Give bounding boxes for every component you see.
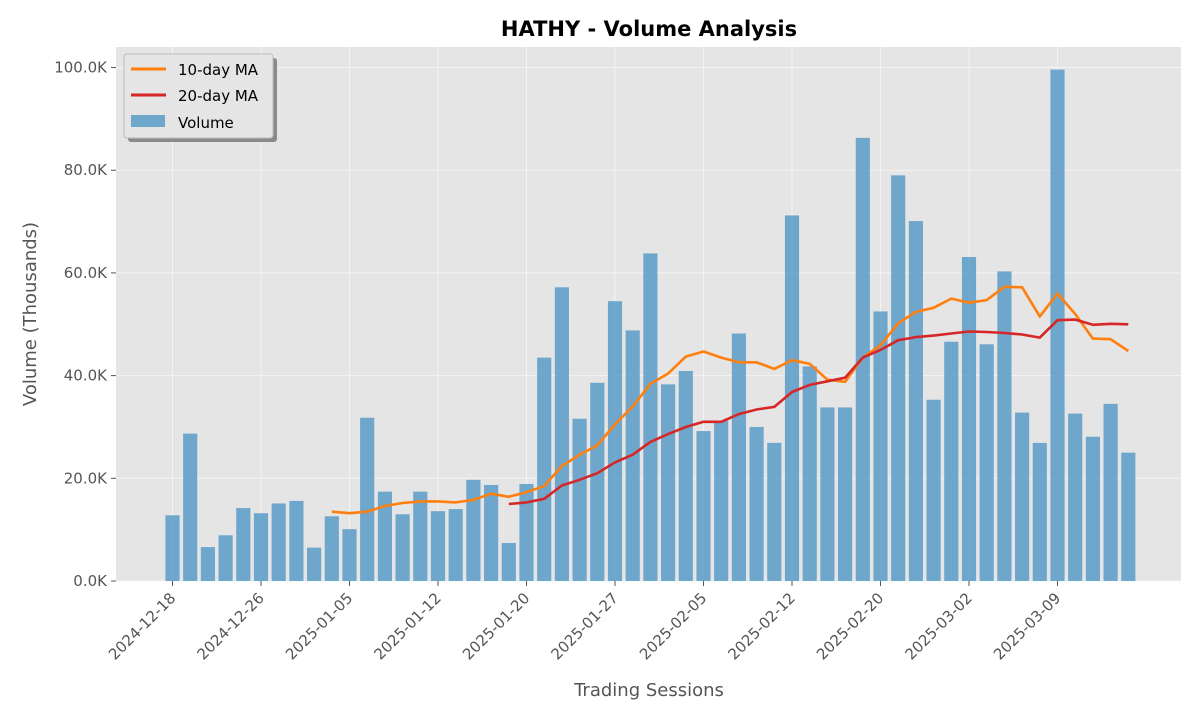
volume-bar xyxy=(519,483,534,581)
volume-bar xyxy=(1068,413,1083,581)
volume-bar xyxy=(430,511,446,581)
volume-bar xyxy=(271,503,286,581)
volume-bar xyxy=(342,529,357,581)
y-tick-label: 40.0K xyxy=(64,367,108,385)
volume-bar xyxy=(838,407,853,581)
x-tick-label: 2025-03-02 xyxy=(901,589,975,663)
volume-bar xyxy=(324,516,339,581)
volume-bar xyxy=(908,221,923,581)
volume-bar xyxy=(413,491,428,581)
volume-bar xyxy=(1103,403,1118,581)
volume-bar xyxy=(873,311,888,581)
volume-bar xyxy=(926,399,941,581)
chart-title: HATHY - Volume Analysis xyxy=(501,17,797,41)
ma10-line xyxy=(331,285,1130,515)
volume-bar xyxy=(165,515,180,581)
x-tick-label: 2024-12-26 xyxy=(193,589,267,663)
x-tick-label: 2025-01-12 xyxy=(370,589,444,663)
volume-bar xyxy=(448,509,463,581)
volume-bar xyxy=(784,215,800,581)
x-tick-label: 2025-02-20 xyxy=(813,589,887,663)
y-tick-label: 80.0K xyxy=(64,161,108,179)
volume-bar xyxy=(802,366,817,581)
ma20-line xyxy=(508,318,1129,506)
y-axis-ticks: 0.0K 20.0K 40.0K 60.0K 80.0K 100.0K xyxy=(54,59,116,590)
volume-bar xyxy=(1085,436,1100,581)
volume-bar xyxy=(961,257,977,581)
volume-bar xyxy=(395,514,410,581)
volume-bar xyxy=(537,357,552,581)
volume-bar xyxy=(820,407,835,581)
volume-bar xyxy=(377,491,392,581)
legend-label-volume: Volume xyxy=(178,114,234,132)
x-axis-ticks: 2024-12-18 2024-12-26 2025-01-05 2025-01-12… xyxy=(105,581,1064,663)
y-tick-label: 0.0K xyxy=(73,572,108,590)
volume-bar xyxy=(749,426,764,581)
volume-bar xyxy=(1050,69,1065,581)
legend: 10-day MA 20-day MA Volume xyxy=(123,53,277,142)
y-tick-label: 60.0K xyxy=(64,264,108,282)
x-tick-label: 2025-01-27 xyxy=(547,589,621,663)
volume-bar xyxy=(767,442,782,581)
volume-bar xyxy=(1121,452,1136,581)
x-tick-label: 2024-12-18 xyxy=(105,589,179,663)
legend-swatch-volume xyxy=(131,115,165,127)
volume-bar xyxy=(1015,412,1030,581)
volume-bar xyxy=(236,508,251,581)
volume-bar xyxy=(997,271,1012,581)
legend-label-20day: 20-day MA xyxy=(178,87,259,105)
x-tick-label: 2025-01-20 xyxy=(459,589,533,663)
volume-bar xyxy=(360,417,375,581)
volume-bar xyxy=(643,253,658,581)
volume-bar xyxy=(253,513,269,581)
volume-bar xyxy=(1032,442,1047,581)
volume-bar xyxy=(501,543,516,581)
volume-bar xyxy=(661,384,676,581)
y-tick-label: 20.0K xyxy=(64,469,108,487)
y-tick-label: 100.0K xyxy=(54,59,108,77)
volume-bar xyxy=(289,500,304,581)
volume-bar xyxy=(307,547,322,581)
volume-bar xyxy=(944,341,959,581)
volume-bar xyxy=(466,479,481,581)
x-tick-label: 2025-03-09 xyxy=(990,589,1064,663)
volume-bar xyxy=(714,420,729,581)
volume-bar xyxy=(218,535,233,581)
volume-bar xyxy=(590,382,605,581)
y-axis-label: Volume (Thousands) xyxy=(20,222,41,406)
volume-bars xyxy=(165,69,1136,581)
x-axis-label: Trading Sessions xyxy=(573,680,724,701)
volume-bar xyxy=(484,484,499,581)
volume-bar xyxy=(979,344,994,581)
volume-bar xyxy=(200,547,215,581)
volume-bar xyxy=(891,175,906,581)
volume-bar xyxy=(678,370,693,581)
x-tick-label: 2025-02-05 xyxy=(636,589,710,663)
volume-bar xyxy=(731,333,746,581)
legend-label-10day: 10-day MA xyxy=(178,61,259,79)
moving-average-lines xyxy=(331,285,1130,515)
volume-bar xyxy=(607,301,623,581)
volume-bar xyxy=(183,433,198,581)
volume-bar xyxy=(572,418,587,581)
x-tick-label: 2025-02-12 xyxy=(724,589,798,663)
x-tick-label: 2025-01-05 xyxy=(282,589,356,663)
volume-bar xyxy=(696,431,711,581)
volume-bar xyxy=(554,287,569,581)
